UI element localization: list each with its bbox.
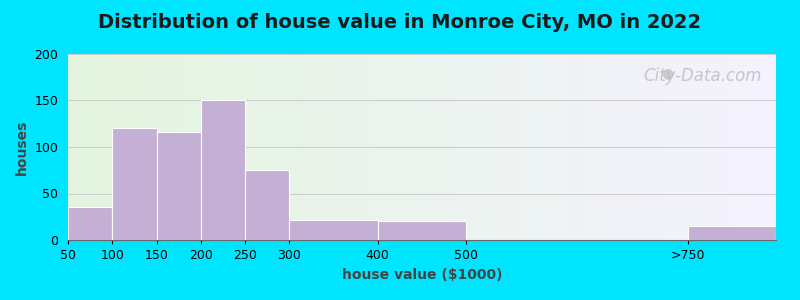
Bar: [378, 221, 466, 240]
Text: ●: ●: [662, 66, 674, 80]
Bar: [201, 100, 245, 240]
Text: Distribution of house value in Monroe City, MO in 2022: Distribution of house value in Monroe Ci…: [98, 14, 702, 32]
Bar: [157, 132, 201, 240]
Bar: [290, 220, 378, 240]
Text: City-Data.com: City-Data.com: [643, 67, 762, 85]
Bar: [245, 170, 290, 240]
Y-axis label: houses: houses: [15, 119, 29, 175]
Bar: [687, 226, 776, 240]
X-axis label: house value ($1000): house value ($1000): [342, 268, 502, 282]
Bar: [68, 208, 112, 240]
Bar: [112, 128, 157, 240]
